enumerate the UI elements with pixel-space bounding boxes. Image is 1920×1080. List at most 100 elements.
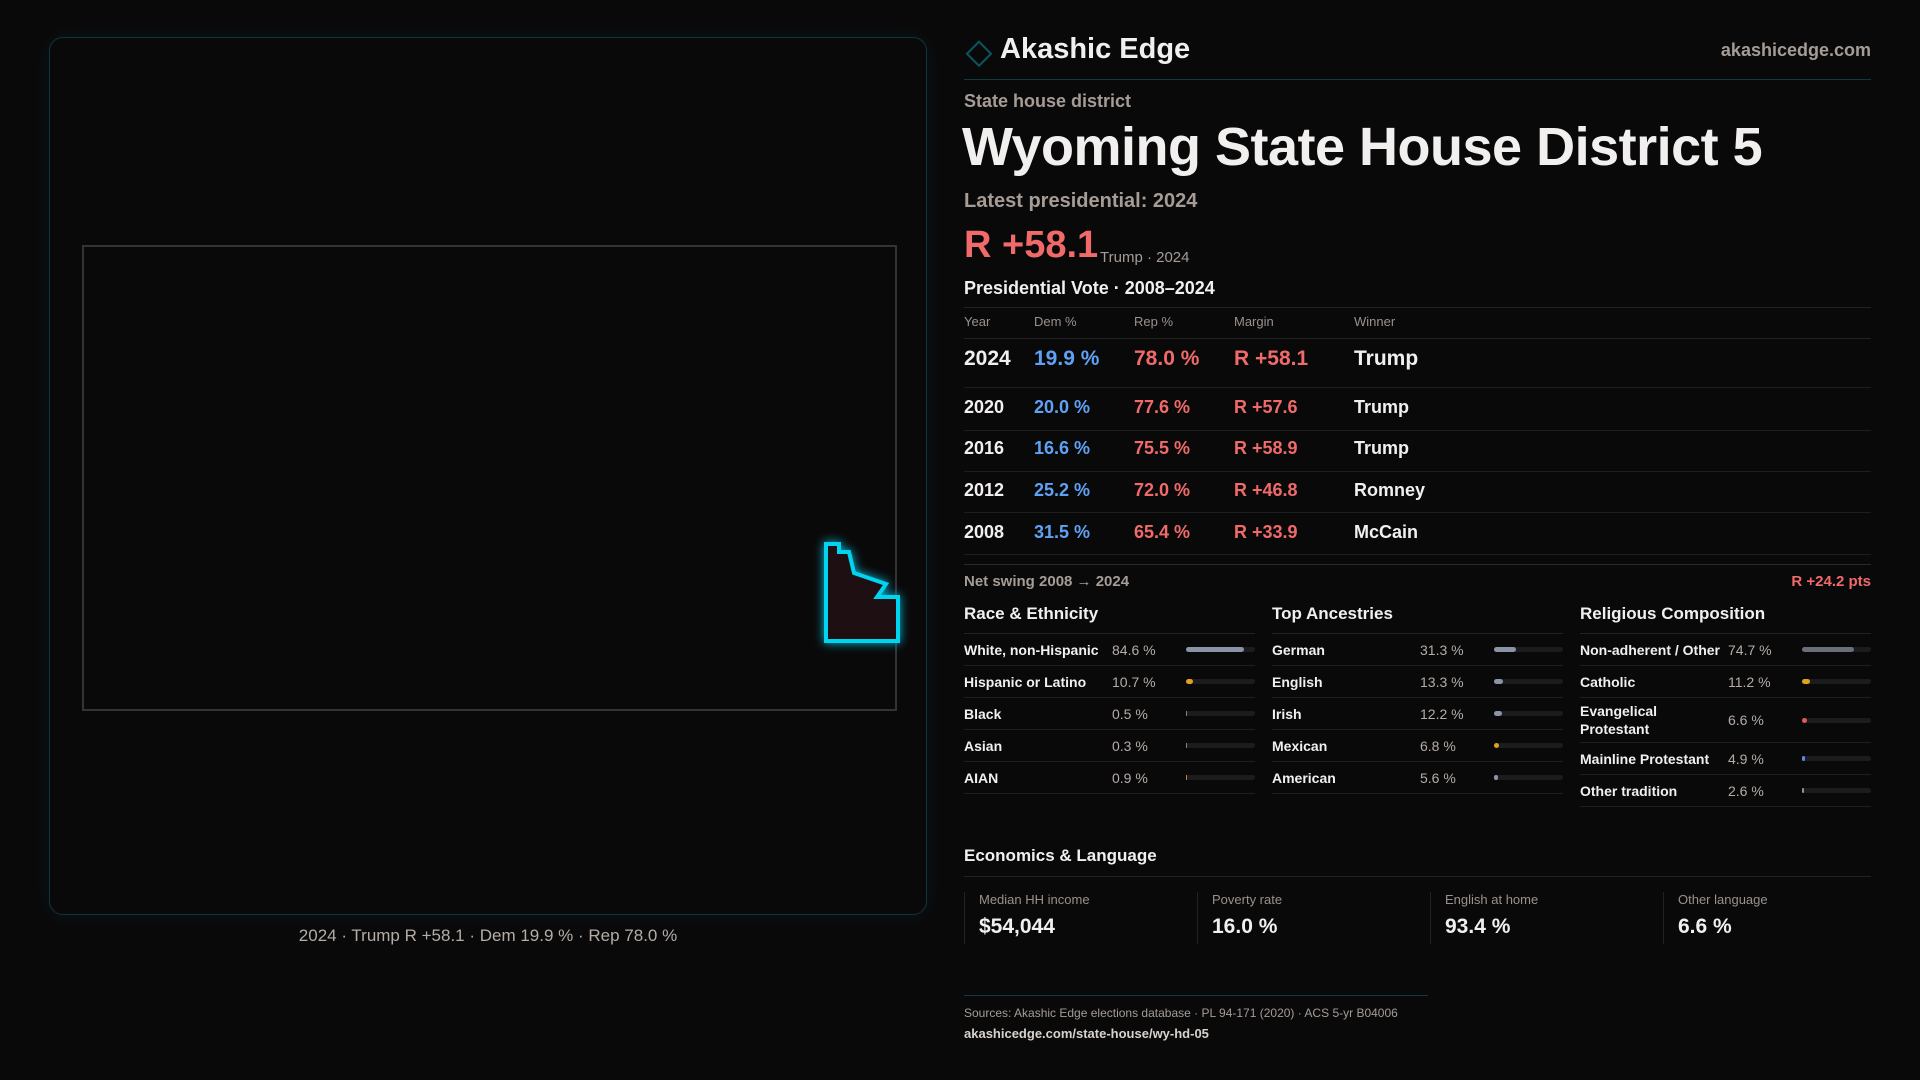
stat-bar bbox=[1802, 756, 1871, 761]
stat-bar bbox=[1494, 647, 1563, 652]
stat-bar bbox=[1494, 711, 1563, 716]
stat-bar bbox=[1802, 647, 1871, 652]
stat-row: AIAN 0.9 % bbox=[964, 762, 1255, 794]
vote-cell: Romney bbox=[1354, 480, 1426, 500]
stat-row: Other tradition 2.6 % bbox=[1580, 775, 1871, 807]
stat-label: Other tradition bbox=[1580, 782, 1678, 799]
stat-value: 4.9 % bbox=[1728, 750, 1764, 767]
vote-cell: 19.9 % bbox=[1034, 347, 1100, 370]
vote-cell: Trump bbox=[1354, 438, 1410, 458]
stat-value: 2.6 % bbox=[1728, 782, 1764, 799]
stat-label: American bbox=[1272, 769, 1336, 786]
vote-cell: 25.2 % bbox=[1034, 480, 1091, 500]
stat-value: 31.3 % bbox=[1420, 641, 1464, 658]
stat-bar-fill bbox=[1186, 775, 1188, 780]
stat-row: Mainline Protestant 4.9 % bbox=[1580, 743, 1871, 775]
stat-bar-fill bbox=[1494, 647, 1516, 652]
vote-cell: 2016 bbox=[964, 438, 1005, 458]
stat-bar bbox=[1186, 711, 1255, 716]
vote-cell: R +58.1 bbox=[1234, 347, 1309, 370]
vote-cell: 2012 bbox=[964, 480, 1005, 500]
swing-value: R +24.2 pts bbox=[1791, 573, 1871, 590]
stat-label: AIAN bbox=[964, 769, 999, 786]
vote-cell: 78.0 % bbox=[1134, 347, 1200, 370]
stat-label: German bbox=[1272, 641, 1325, 658]
stat-label: Black bbox=[964, 705, 1002, 722]
stat-label: Irish bbox=[1272, 705, 1302, 722]
stat-row: Hispanic or Latino 10.7 % bbox=[964, 666, 1255, 698]
section-title: Race & Ethnicity bbox=[964, 604, 1255, 634]
stat-bar-fill bbox=[1186, 711, 1188, 716]
vote-cell: R +58.9 bbox=[1234, 438, 1298, 458]
vote-cell: R +46.8 bbox=[1234, 480, 1298, 500]
map-caption: 2024 · Trump R +58.1 · Dem 19.9 % · Rep … bbox=[298, 926, 678, 945]
econ-label: Median HH income bbox=[979, 892, 1090, 907]
stat-label: Catholic bbox=[1580, 673, 1636, 690]
map-panel[interactable] bbox=[49, 37, 927, 915]
vote-cell: 72.0 % bbox=[1134, 480, 1191, 500]
stat-value: 5.6 % bbox=[1420, 769, 1456, 786]
district-kind: State house district bbox=[964, 91, 1132, 111]
latest-winner: Trump · 2024 bbox=[1100, 249, 1190, 266]
swing-label: Net swing 2008 → 2024 bbox=[964, 573, 1130, 590]
vote-cell: R +57.6 bbox=[1234, 397, 1298, 417]
stat-bar-fill bbox=[1494, 743, 1499, 748]
stat-value: 74.7 % bbox=[1728, 641, 1772, 658]
stat-bar bbox=[1802, 717, 1871, 723]
stat-row: Irish 12.2 % bbox=[1272, 698, 1563, 730]
stat-value: 0.9 % bbox=[1112, 769, 1148, 786]
vote-cell: 2020 bbox=[964, 397, 1005, 417]
brand-name: Akashic Edge bbox=[1000, 33, 1191, 65]
latest-margin: R +58.1 bbox=[964, 224, 1099, 266]
sources: Sources: Akashic Edge elections database… bbox=[964, 1006, 1398, 1020]
stat-bar bbox=[1186, 647, 1255, 652]
stat-row: Evangelical Protestant 6.6 % bbox=[1580, 698, 1871, 743]
site-link[interactable]: akashicedge.com bbox=[1720, 40, 1871, 60]
stat-row: English 13.3 % bbox=[1272, 666, 1563, 698]
stat-bar bbox=[1494, 743, 1563, 748]
vote-cell: 31.5 % bbox=[1034, 522, 1091, 542]
stat-bar-fill bbox=[1802, 717, 1807, 723]
stat-bar-fill bbox=[1494, 775, 1498, 780]
stat-bar-fill bbox=[1802, 647, 1854, 652]
stat-label: Hispanic or Latino bbox=[964, 673, 1087, 690]
vote-cell: McCain bbox=[1354, 522, 1419, 542]
stat-value: 10.7 % bbox=[1112, 673, 1156, 690]
econ-label: Other language bbox=[1678, 892, 1768, 907]
stat-row: Non-adherent / Other 74.7 % bbox=[1580, 634, 1871, 666]
econ-value: $54,044 bbox=[979, 915, 1055, 938]
latest-label: Latest presidential: 2024 bbox=[964, 190, 1198, 212]
econ-card: Other language 6.6 % bbox=[1663, 892, 1883, 944]
race-section: Race & Ethnicity White, non-Hispanic 84.6 … bbox=[964, 604, 1255, 794]
stat-bar bbox=[1186, 679, 1255, 684]
vote-cell: 77.6 % bbox=[1134, 397, 1191, 417]
ancestry-section: Top Ancestries German 31.3 % English 13.3 % I… bbox=[1272, 604, 1563, 794]
stat-row: White, non-Hispanic 84.6 % bbox=[964, 634, 1255, 666]
page-url[interactable]: akashicedge.com/state-house/wy-hd-05 bbox=[964, 1026, 1209, 1041]
econ-value: 93.4 % bbox=[1445, 915, 1511, 938]
divider bbox=[964, 995, 1428, 996]
stat-row: Mexican 6.8 % bbox=[1272, 730, 1563, 762]
stat-label: Mexican bbox=[1272, 737, 1328, 754]
stat-bar bbox=[1186, 743, 1255, 748]
vote-cell: 2024 bbox=[964, 347, 1011, 370]
stat-row: Black 0.5 % bbox=[964, 698, 1255, 730]
stat-bar-fill bbox=[1802, 788, 1804, 793]
vote-cell: Trump bbox=[1354, 347, 1419, 370]
religion-section: Religious Composition Non-adherent / Othe… bbox=[1580, 604, 1871, 807]
stat-value: 6.8 % bbox=[1420, 737, 1456, 754]
diamond-logo-icon bbox=[965, 40, 993, 68]
stat-bar-fill bbox=[1186, 647, 1245, 652]
stat-bar bbox=[1186, 775, 1255, 780]
stat-bar bbox=[1494, 679, 1563, 684]
stat-value: 11.2 % bbox=[1728, 673, 1771, 690]
vote-cell: 75.5 % bbox=[1134, 438, 1191, 458]
vote-cell: 2008 bbox=[964, 522, 1005, 542]
district-shape[interactable] bbox=[824, 542, 900, 643]
stat-value: 12.2 % bbox=[1420, 705, 1464, 722]
stat-row: Catholic 11.2 % bbox=[1580, 666, 1871, 698]
votes-title: Presidential Vote · 2008–2024 bbox=[964, 278, 1215, 298]
section-title: Top Ancestries bbox=[1272, 604, 1563, 634]
econ-card: Median HH income $54,044 bbox=[964, 892, 1184, 944]
econ-label: English at home bbox=[1445, 892, 1539, 907]
